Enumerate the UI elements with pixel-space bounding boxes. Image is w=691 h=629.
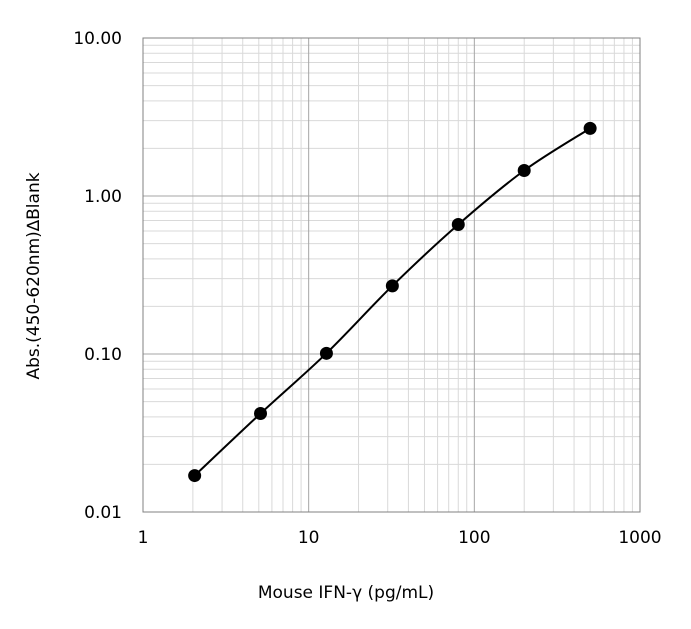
y-tick-label: 0.01: [84, 503, 122, 523]
data-point: [188, 469, 202, 483]
x-tick-label: 1: [138, 528, 149, 548]
data-point: [254, 407, 268, 421]
x-tick-label: 1000: [618, 528, 661, 548]
data-point: [517, 164, 531, 178]
data-point: [385, 279, 399, 293]
minor-gridlines: [143, 38, 640, 512]
data-point: [319, 346, 333, 360]
data-points: [188, 121, 597, 483]
y-tick-label: 1.00: [84, 187, 122, 207]
x-tick-labels: 1 10 100 1000: [138, 528, 662, 548]
x-tick-label: 10: [298, 528, 320, 548]
x-tick-label: 100: [458, 528, 490, 548]
y-tick-labels: 0.01 0.10 1.00 10.00: [73, 29, 122, 523]
y-axis-title: Abs.(450-620nm)∆Blank: [24, 172, 44, 379]
y-tick-label: 10.00: [73, 29, 122, 49]
y-tick-label: 0.10: [84, 345, 122, 365]
x-axis-title: Mouse IFN-γ (pg/mL): [258, 583, 434, 603]
data-point: [451, 218, 465, 232]
data-point: [583, 121, 597, 135]
plot-area-frame: [142, 37, 641, 513]
